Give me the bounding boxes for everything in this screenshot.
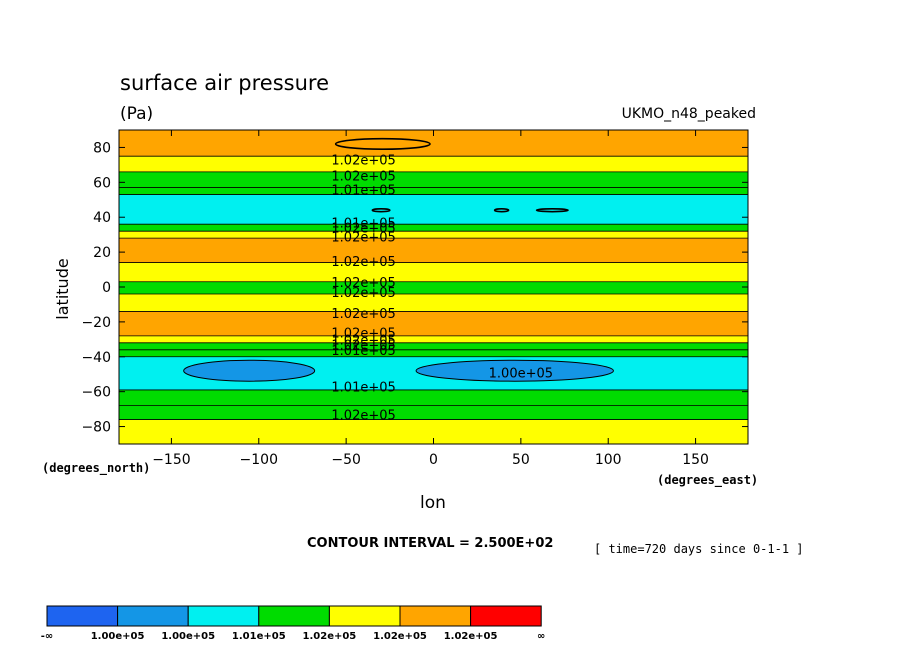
band-4 [119,349,748,357]
legend-label: -∞ [41,631,53,642]
x-tick-label: −50 [331,452,361,468]
band-2 [119,389,748,406]
y-tick-label: 60 [93,175,111,191]
band-7 [119,311,748,336]
legend-swatch-4 [328,605,401,627]
y-tick-label: 80 [93,140,111,156]
small-contours [334,137,569,213]
legend-label: ∞ [537,631,545,642]
band-13 [119,224,748,232]
band-11 [119,238,748,263]
contour-label: 1.01e+05 [331,216,395,231]
x-tick-label: −100 [240,452,278,468]
contour-label: 1.02e+05 [331,408,395,423]
x-tick-label: 50 [512,452,530,468]
x-tick-label: 0 [429,452,438,468]
legend-swatch-1 [117,605,189,627]
legend-label: 1.02e+05 [303,631,357,642]
y-tick-label: −40 [81,350,111,366]
legend-label: 1.02e+05 [373,631,427,642]
contour-label: 1.01e+05 [331,183,395,198]
legend-swatch-0 [46,605,119,627]
band-16 [119,171,748,188]
x-axis: −150 −100 −50 0 50 100 150 [152,130,709,468]
contour-label: 1.02e+05 [331,307,395,322]
small-contour-1 [371,208,391,213]
x-tick-label: −150 [152,452,190,468]
y-tick-label: −60 [81,385,111,401]
small-contour-3 [535,208,569,213]
contour-label: 1.02e+05 [331,154,395,169]
y-tick-label: 0 [102,280,111,296]
band-9 [119,281,748,294]
band-17 [119,156,748,172]
legend-swatch-2 [187,605,260,627]
legend-label: 1.01e+05 [232,631,286,642]
band-10 [119,262,748,282]
small-contour-0 [334,137,431,150]
low-pressure-regions [183,359,614,382]
contour-label: 1.01e+05 [331,380,395,395]
chart-title: surface air pressure [120,71,329,95]
contour-label: 1.02e+05 [331,255,395,270]
y-tick-label: 20 [93,245,111,261]
low-region-1 [415,359,614,382]
y-unit-label: (degrees_north) [42,461,150,476]
band-5 [119,342,748,350]
time-label: [ time=720 days since 0-1-1 ] [594,542,804,556]
contour-interval: CONTOUR INTERVAL = 2.500E+02 [307,536,553,551]
contour-label: 1.02e+05 [331,276,395,291]
y-tick-label: −20 [81,315,111,331]
y-tick-label: 40 [93,210,111,226]
contour-label: 1.02e+05 [331,230,395,245]
legend-swatch-6 [470,605,542,627]
zonal-bands [119,130,748,444]
contour-lines [119,155,748,420]
contour-labels: 1.02e+051.02e+051.01e+051.01e+051.02e+05… [331,154,553,424]
contour-label: 1.00e+05 [489,366,553,381]
legend-label: 1.00e+05 [161,631,215,642]
model-label: UKMO_n48_peaked [622,106,756,122]
small-contour-2 [493,208,510,213]
chart-units: (Pa) [120,104,153,124]
x-axis-label: lon [420,493,446,513]
contour-label: 1.02e+05 [331,169,395,184]
y-tick-label: −80 [81,420,111,436]
contour-label: 1.02e+05 [331,286,395,301]
legend-swatch-5 [399,605,472,627]
y-axis: 80 60 40 20 0 −20 −40 −60 −80 [81,140,748,436]
x-unit-label: (degrees_east) [657,473,758,488]
plot-area: 1.02e+051.02e+051.01e+051.01e+051.02e+05… [118,129,749,445]
x-tick-label: 150 [682,452,709,468]
contour-label: 1.02e+05 [331,339,395,354]
y-axis-label: latitude [53,258,72,319]
band-6 [119,335,748,343]
band-12 [119,231,748,239]
contour-label: 1.02e+05 [331,326,395,341]
contour-label: 1.02e+05 [331,222,395,237]
band-1 [119,405,748,420]
low-region-0 [183,359,316,382]
legend-label: 1.02e+05 [444,631,498,642]
band-14 [119,194,748,225]
contour-label: 1.02e+05 [331,333,395,348]
x-tick-label: 100 [595,452,622,468]
legend-swatch-3 [258,605,330,627]
contour-label: 1.01e+05 [331,344,395,359]
legend-label: 1.00e+05 [91,631,145,642]
band-15 [119,187,748,195]
band-8 [119,293,748,312]
color-legend: -∞ 1.00e+05 1.00e+05 1.01e+05 1.02e+05 1.02e+… [41,605,545,642]
